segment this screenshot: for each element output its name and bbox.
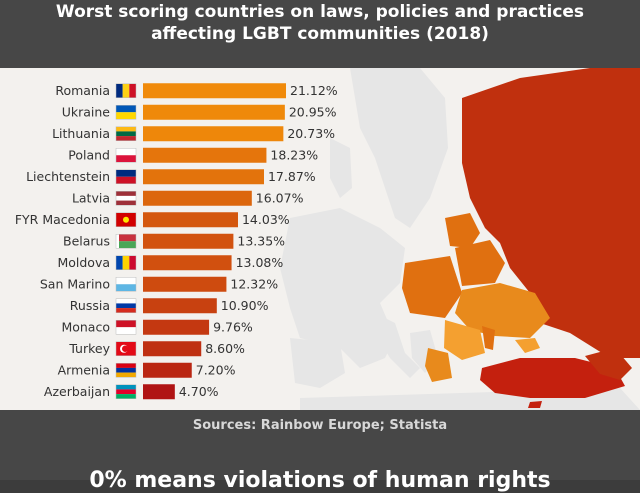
category-label: Belarus bbox=[63, 233, 110, 248]
bar bbox=[143, 104, 285, 120]
value-label: 13.35% bbox=[237, 233, 285, 248]
europe-map bbox=[280, 68, 640, 410]
category-label: Poland bbox=[68, 147, 110, 162]
bar bbox=[143, 126, 284, 142]
bar bbox=[143, 190, 252, 206]
value-label: 20.95% bbox=[289, 104, 337, 119]
category-label: Azerbaijan bbox=[44, 384, 110, 399]
value-label: 17.87% bbox=[268, 169, 316, 184]
value-label: 20.73% bbox=[287, 126, 335, 141]
category-label: Russia bbox=[70, 298, 110, 313]
map-scandinavia bbox=[350, 68, 448, 228]
map-caucasus bbox=[585, 348, 632, 380]
category-label: Armenia bbox=[58, 362, 110, 377]
flag-romania-icon bbox=[115, 83, 137, 98]
value-label: 13.08% bbox=[236, 255, 284, 270]
map-poland bbox=[402, 256, 462, 318]
category-label: Liechtenstein bbox=[26, 169, 110, 184]
value-label: 14.03% bbox=[242, 212, 290, 227]
value-label: 10.90% bbox=[221, 298, 269, 313]
map-baltics bbox=[445, 213, 480, 248]
bar bbox=[143, 341, 202, 357]
map-crimea bbox=[515, 338, 540, 353]
chart-title-line-2: affecting LGBT communities (2018) bbox=[151, 24, 489, 44]
flag-liechtenstein-icon bbox=[115, 169, 137, 184]
value-label: 9.76% bbox=[213, 319, 253, 334]
header: Worst scoring countries on laws, policie… bbox=[0, 0, 640, 68]
map-cyprus bbox=[528, 401, 542, 408]
chart-title-line-1: Worst scoring countries on laws, policie… bbox=[55, 2, 585, 22]
value-label: 16.07% bbox=[256, 190, 304, 205]
flag-san-marino-icon bbox=[115, 277, 137, 292]
flag-azerbaijan-icon bbox=[115, 384, 137, 399]
value-label: 21.12% bbox=[290, 83, 338, 98]
bar bbox=[143, 147, 267, 163]
map-iberia bbox=[290, 338, 345, 388]
flag-lithuania-icon bbox=[115, 126, 137, 141]
flag-macedonia-icon bbox=[115, 212, 137, 227]
category-label: FYR Macedonia bbox=[15, 212, 110, 227]
value-label: 8.60% bbox=[205, 341, 245, 356]
map-russia bbox=[462, 68, 640, 358]
map-balkans bbox=[425, 348, 452, 382]
bar bbox=[143, 298, 217, 314]
flag-ukraine-icon bbox=[115, 105, 137, 120]
bar bbox=[143, 83, 286, 99]
flag-turkey-icon bbox=[115, 341, 137, 356]
bar bbox=[143, 276, 227, 292]
category-label: Latvia bbox=[72, 190, 110, 205]
chart-panel: Romania 21.12% Ukraine 20.95% Lithuania 20.73… bbox=[0, 68, 640, 410]
value-label: 7.20% bbox=[196, 362, 236, 377]
category-label: Ukraine bbox=[62, 104, 111, 119]
map-moldova bbox=[482, 326, 495, 350]
bar bbox=[143, 362, 192, 378]
flag-monaco-icon bbox=[115, 320, 137, 335]
bar bbox=[143, 169, 264, 185]
map-turkey bbox=[480, 358, 625, 398]
value-label: 18.23% bbox=[270, 147, 318, 162]
bar bbox=[143, 319, 210, 335]
flag-moldova-icon bbox=[115, 255, 137, 270]
category-label: Turkey bbox=[68, 341, 110, 356]
chart-title: Worst scoring countries on laws, policie… bbox=[0, 0, 640, 45]
bar bbox=[143, 233, 234, 249]
category-label: Romania bbox=[55, 83, 110, 98]
flag-belarus-icon bbox=[115, 234, 137, 249]
footer: Sources: Rainbow Europe; Statista 0% mea… bbox=[0, 410, 640, 493]
map-uk bbox=[330, 138, 352, 198]
bar-chart: Romania 21.12% Ukraine 20.95% Lithuania 20.73… bbox=[15, 83, 338, 400]
category-label: Monaco bbox=[61, 319, 110, 334]
flag-russia-icon bbox=[115, 298, 137, 313]
bar bbox=[143, 384, 175, 400]
map-romania bbox=[444, 320, 485, 360]
map-belarus bbox=[455, 240, 505, 286]
bottom-caption: 0% means violations of human rights bbox=[89, 468, 551, 493]
flag-latvia-icon bbox=[115, 191, 137, 206]
bar bbox=[143, 212, 238, 228]
sources-note: Sources: Rainbow Europe; Statista bbox=[192, 418, 448, 433]
value-label: 4.70% bbox=[179, 384, 219, 399]
bar bbox=[143, 255, 232, 271]
map-western-europe bbox=[280, 208, 405, 368]
flag-poland-icon bbox=[115, 148, 137, 163]
map-ukraine bbox=[455, 283, 550, 338]
category-label: Moldova bbox=[57, 255, 110, 270]
map-italy bbox=[375, 313, 420, 378]
category-label: San Marino bbox=[40, 276, 110, 291]
value-label: 12.32% bbox=[230, 276, 278, 291]
category-label: Lithuania bbox=[52, 126, 110, 141]
flag-armenia-icon bbox=[115, 363, 137, 378]
